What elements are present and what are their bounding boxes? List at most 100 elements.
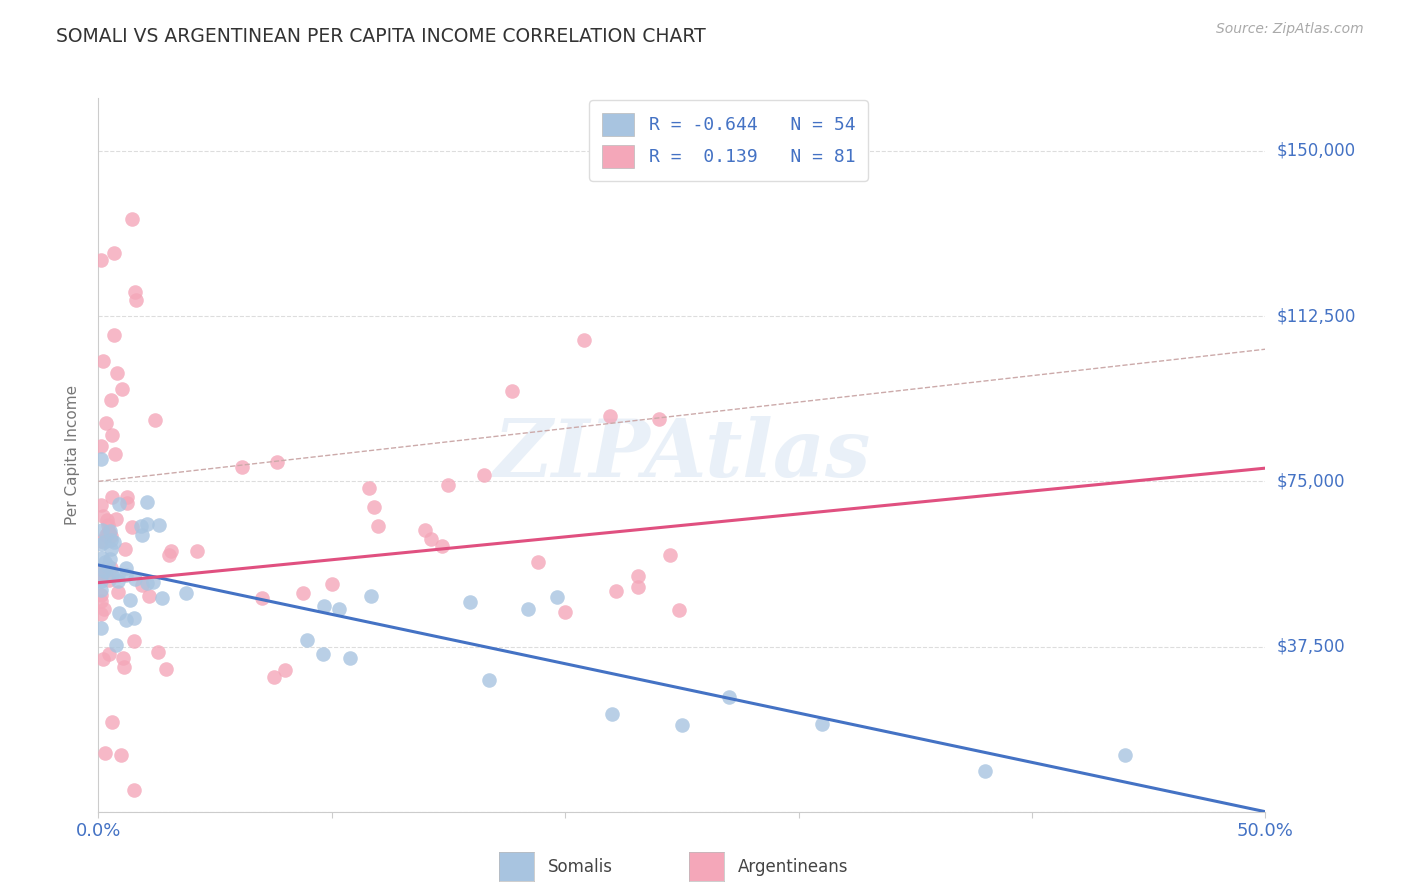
Point: [671, 718, 693, 732]
Point: [135, 517, 157, 532]
Point: [131, 578, 153, 592]
Point: [90, 537, 112, 551]
Text: Argentineans: Argentineans: [738, 857, 849, 876]
Point: [100, 533, 122, 548]
Point: [98, 552, 121, 566]
Point: [90, 439, 112, 453]
Text: Somalis: Somalis: [548, 857, 613, 876]
Point: [90, 566, 112, 581]
Point: [90, 523, 112, 537]
Point: [717, 690, 740, 704]
Point: [94, 555, 117, 569]
Point: [103, 245, 125, 260]
Point: [339, 650, 361, 665]
Point: [359, 481, 381, 495]
Point: [115, 568, 138, 582]
Point: [121, 212, 143, 227]
Point: [478, 673, 501, 687]
Point: [110, 747, 132, 762]
Point: [501, 384, 523, 398]
Point: [263, 670, 285, 684]
Point: [599, 409, 621, 423]
Point: [314, 599, 336, 614]
Point: [97, 524, 120, 539]
Point: [131, 528, 153, 542]
Point: [122, 634, 145, 648]
Point: [91, 509, 114, 524]
Point: [94, 528, 117, 542]
Point: [627, 568, 650, 582]
Point: [121, 520, 143, 534]
Point: [367, 519, 389, 533]
Point: [90, 574, 112, 588]
Point: [266, 454, 288, 468]
Point: [430, 539, 453, 553]
Point: [98, 647, 121, 661]
Point: [460, 594, 482, 608]
Point: [546, 590, 568, 604]
Text: Source: ZipAtlas.com: Source: ZipAtlas.com: [1216, 22, 1364, 37]
Point: [93, 602, 115, 616]
Point: [93, 534, 115, 549]
Text: $37,500: $37,500: [1277, 638, 1346, 656]
Y-axis label: Per Capita Income: Per Capita Income: [65, 384, 80, 525]
Point: [94, 564, 117, 578]
Point: [114, 560, 136, 574]
Point: [115, 613, 138, 627]
Point: [360, 589, 382, 603]
Point: [291, 585, 314, 599]
Point: [103, 535, 125, 549]
Point: [97, 573, 120, 587]
Point: [101, 427, 124, 442]
Point: [436, 478, 458, 492]
Point: [107, 568, 129, 582]
Point: [105, 366, 128, 380]
Point: [186, 543, 208, 558]
Point: [91, 550, 114, 565]
Point: [107, 574, 129, 589]
Point: [155, 662, 177, 676]
Point: [129, 519, 152, 533]
Point: [108, 606, 131, 620]
Point: [527, 555, 550, 569]
Point: [572, 334, 595, 348]
Point: [105, 638, 128, 652]
Point: [142, 575, 165, 590]
Point: [90, 589, 112, 603]
Point: [97, 559, 120, 574]
Point: [117, 496, 139, 510]
Point: [112, 659, 135, 673]
Point: [100, 392, 122, 407]
Point: [111, 382, 134, 396]
Point: [274, 663, 297, 677]
Point: [627, 581, 650, 595]
Text: SOMALI VS ARGENTINEAN PER CAPITA INCOME CORRELATION CHART: SOMALI VS ARGENTINEAN PER CAPITA INCOME …: [56, 27, 706, 45]
Point: [124, 285, 146, 300]
Point: [100, 714, 122, 729]
Text: $150,000: $150,000: [1277, 142, 1355, 160]
Point: [94, 746, 117, 760]
Point: [103, 328, 125, 343]
Point: [136, 575, 159, 590]
Point: [231, 460, 253, 475]
Point: [143, 413, 166, 427]
Point: [100, 528, 122, 542]
Point: [96, 513, 118, 527]
Point: [114, 542, 136, 557]
Point: [125, 293, 148, 307]
Point: [668, 603, 690, 617]
Point: [811, 717, 834, 731]
Text: $112,500: $112,500: [1277, 307, 1355, 326]
Point: [108, 497, 131, 511]
Point: [90, 499, 112, 513]
Point: [157, 548, 180, 562]
Point: [97, 518, 120, 533]
Point: [124, 572, 146, 586]
Point: [413, 523, 436, 537]
Point: [93, 564, 115, 578]
Point: [107, 585, 129, 599]
Text: $75,000: $75,000: [1277, 473, 1346, 491]
Point: [101, 567, 124, 582]
Point: [648, 412, 671, 426]
Point: [90, 570, 112, 584]
